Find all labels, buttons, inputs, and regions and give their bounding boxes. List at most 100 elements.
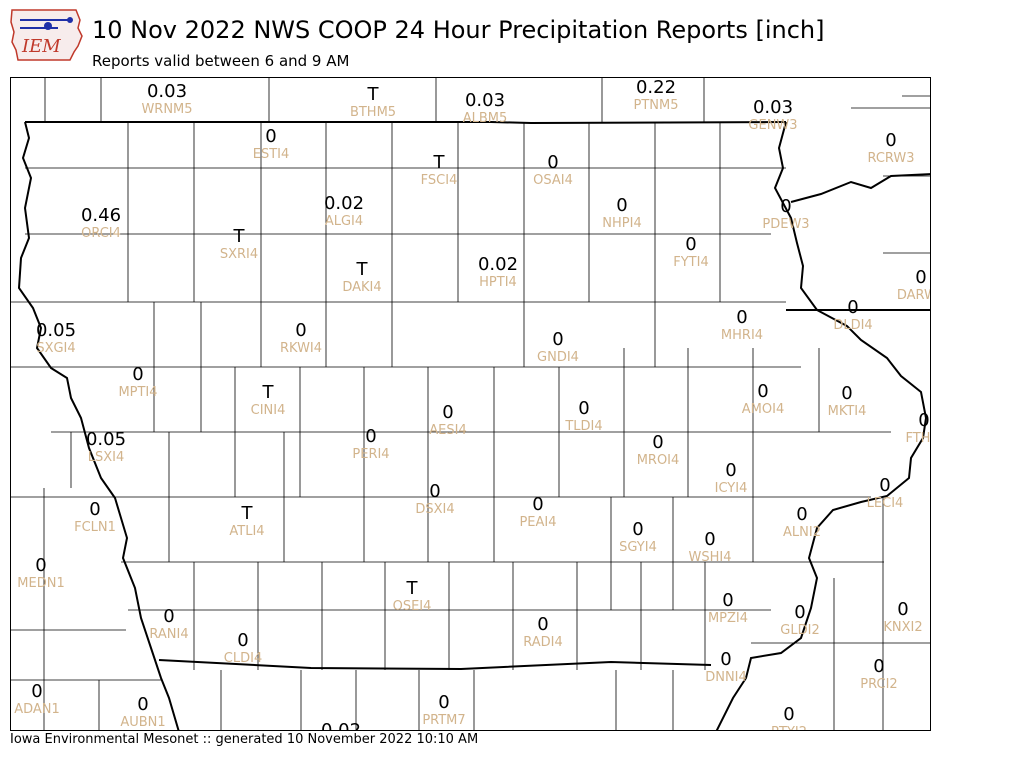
precip-value: 0 <box>163 606 174 627</box>
precip-value: 0.02 <box>321 720 361 731</box>
precip-value: 0 <box>847 297 858 318</box>
station-id-label: KNXI2 <box>883 620 922 635</box>
station-id-label: WRNM5 <box>141 102 192 117</box>
precipitation-map: 0.03 WRNM5 T BTHM5 0.03 ALBM5 0.22 PTNM5 0.03 GEN… <box>10 77 931 731</box>
station-id-label: MKTI4 <box>828 404 867 419</box>
station-id-label: AMOI4 <box>742 402 784 417</box>
station-id-label: DSXI4 <box>415 502 454 517</box>
precip-value: 0 <box>89 499 100 520</box>
precip-value: 0 <box>897 599 908 620</box>
precip-value: 0 <box>265 126 276 147</box>
station-id-label: TLDI4 <box>564 419 602 434</box>
precip-value: 0 <box>35 555 46 576</box>
station-id-label: ICYI4 <box>715 481 748 496</box>
station-id-label: GNDI4 <box>537 350 579 365</box>
station-id-label: OSEI4 <box>393 599 432 614</box>
precip-value: 0 <box>794 602 805 623</box>
station-id-label: DNNI4 <box>705 670 747 685</box>
station-darw3: 0DARW3 <box>897 267 931 303</box>
station-id-label: PRCI2 <box>860 677 897 692</box>
station-id-label: LECI4 <box>867 496 904 511</box>
station-id-label: DAKI4 <box>342 280 381 295</box>
precip-value: 0.03 <box>147 81 187 102</box>
precip-value: 0 <box>704 529 715 550</box>
precip-value: T <box>406 578 419 599</box>
station-id-label: FCLN1 <box>74 520 116 535</box>
station-id-label: RCRW3 <box>867 151 914 166</box>
station-rtyi2: 0RTYI2 <box>771 704 807 731</box>
precip-value: 0 <box>137 694 148 715</box>
precip-value: 0 <box>31 681 42 702</box>
station-id-label: SGYI4 <box>619 540 657 555</box>
precip-value: 0 <box>796 504 807 525</box>
station-id-label: PERI4 <box>352 447 389 462</box>
precip-value: 0 <box>685 234 696 255</box>
station-id-label: DARW3 <box>897 288 931 303</box>
state-borders <box>17 121 930 730</box>
precip-value: 0.05 <box>86 429 126 450</box>
precip-value: 0 <box>442 402 453 423</box>
station-id-label: RTYI2 <box>771 725 807 731</box>
precip-value: 0.02 <box>324 193 364 214</box>
station-id-label: OSAI4 <box>533 173 573 188</box>
station-id-label: CLDI4 <box>224 651 262 666</box>
precip-value: 0 <box>295 320 306 341</box>
precip-value: 0.03 <box>465 90 505 111</box>
iem-logo: IEM <box>8 6 84 64</box>
station-id-label: FSCI4 <box>421 173 458 188</box>
precip-value: 0 <box>632 519 643 540</box>
precip-value: 0 <box>552 329 563 350</box>
station-id-label: ALNI2 <box>783 525 821 540</box>
precip-value: 0 <box>132 364 143 385</box>
station-id-label: WSHI4 <box>689 550 732 565</box>
station-id-label: ESTI4 <box>253 147 290 162</box>
station-id-label: ORCI4 <box>81 226 121 241</box>
station-id-label: RKWI4 <box>280 341 322 356</box>
precip-value: T <box>356 259 369 280</box>
station-id-label: DLDI4 <box>833 318 872 333</box>
station-id-label: RADI4 <box>523 635 563 650</box>
station-id-label: MPZI4 <box>708 611 748 626</box>
station-id-label: PDEW3 <box>762 217 809 232</box>
precip-value: 0 <box>873 656 884 677</box>
precip-value: 0 <box>885 130 896 151</box>
station-id-label: HPTI4 <box>479 275 517 290</box>
station-id-label: SXRI4 <box>220 247 258 262</box>
station-id-label: ADAN1 <box>14 702 60 717</box>
station-id-label: FYTI4 <box>673 255 708 270</box>
precip-value: 0.05 <box>36 320 76 341</box>
precip-value: 0 <box>918 410 929 431</box>
station-id-label: ATLI4 <box>229 524 264 539</box>
precip-value: 0 <box>429 481 440 502</box>
precip-value: T <box>433 152 446 173</box>
